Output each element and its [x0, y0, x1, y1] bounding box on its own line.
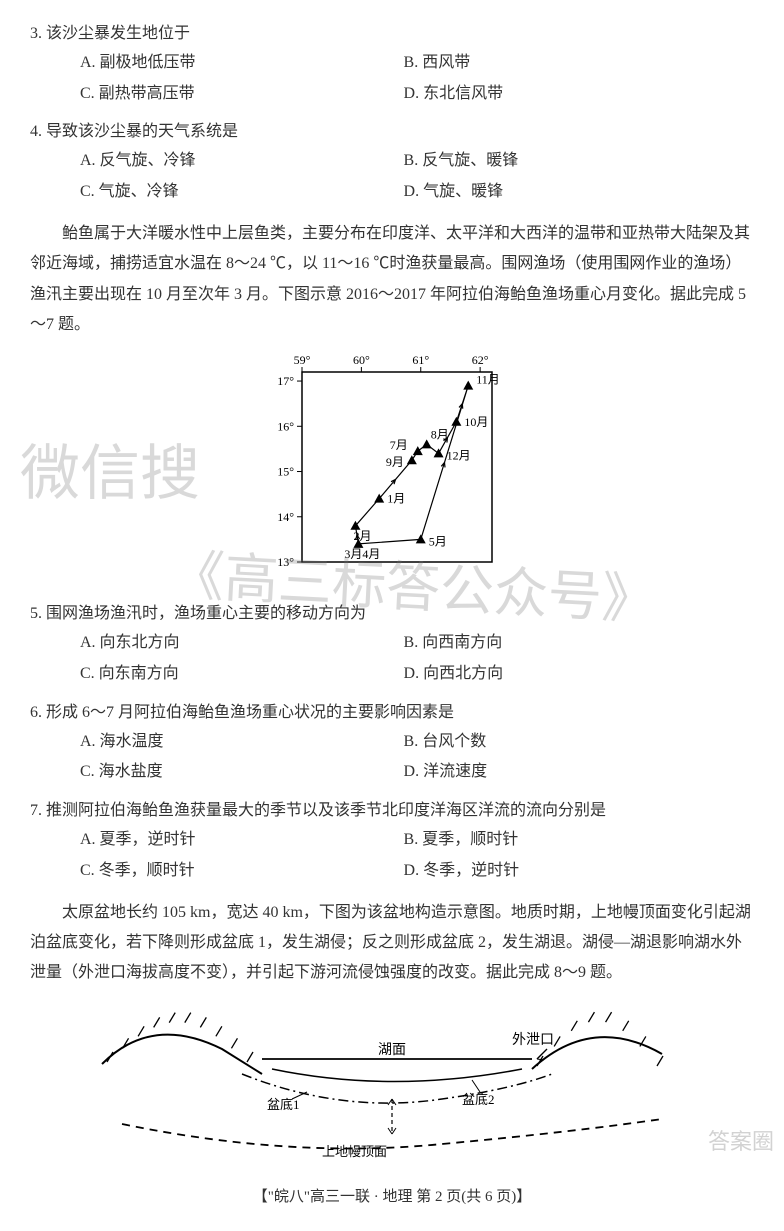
q7-opt-c: C. 冬季，顺时针: [80, 857, 404, 886]
q7-opt-a: A. 夏季，逆时针: [80, 826, 404, 855]
question-4: 4. 导致该沙尘暴的天气系统是 A. 反气旋、冷锋 B. 反气旋、暖锋 C. 气…: [30, 118, 754, 208]
diagram-basin: 湖面 外泄口盆底1 盆底2 上地幔顶面: [30, 1004, 754, 1164]
basin-svg: 湖面 外泄口盆底1 盆底2 上地幔顶面: [92, 1004, 692, 1164]
svg-text:湖面: 湖面: [378, 1042, 406, 1058]
svg-text:60°: 60°: [353, 353, 370, 367]
question-6: 6. 形成 6～7 月阿拉伯海鲐鱼渔场重心状况的主要影响因素是 A. 海水温度 …: [30, 699, 754, 789]
svg-text:17°: 17°: [277, 374, 294, 388]
q5-stem: 5. 围网渔场渔汛时，渔场重心主要的移动方向为: [30, 600, 754, 629]
question-5: 5. 围网渔场渔汛时，渔场重心主要的移动方向为 A. 向东北方向 B. 向西南方…: [30, 600, 754, 690]
svg-text:61°: 61°: [412, 353, 429, 367]
svg-text:盆底1: 盆底1: [267, 1097, 300, 1112]
question-3: 3. 该沙尘暴发生地位于 A. 副极地低压带 B. 西风带 C. 副热带高压带 …: [30, 20, 754, 110]
q3-opt-c: C. 副热带高压带: [80, 80, 404, 109]
q4-opt-a: A. 反气旋、冷锋: [80, 147, 404, 176]
q5-opt-a: A. 向东北方向: [80, 629, 404, 658]
svg-text:上地幔顶面: 上地幔顶面: [322, 1144, 387, 1159]
svg-text:15°: 15°: [277, 465, 294, 479]
q6-stem: 6. 形成 6～7 月阿拉伯海鲐鱼渔场重心状况的主要影响因素是: [30, 699, 754, 728]
svg-text:7月: 7月: [390, 439, 408, 453]
svg-text:13°: 13°: [277, 555, 294, 569]
q5-options: A. 向东北方向 B. 向西南方向 C. 向东南方向 D. 向西北方向: [30, 629, 754, 691]
q4-opt-d: D. 气旋、暖锋: [404, 178, 728, 207]
svg-text:62°: 62°: [472, 353, 489, 367]
q7-opt-b: B. 夏季，顺时针: [404, 826, 728, 855]
svg-text:盆底2: 盆底2: [462, 1092, 495, 1107]
svg-text:1月: 1月: [387, 492, 405, 506]
svg-text:12月: 12月: [447, 449, 471, 463]
q3-opt-d: D. 东北信风带: [404, 80, 728, 109]
q6-opt-b: B. 台风个数: [404, 728, 728, 757]
svg-text:5月: 5月: [429, 535, 447, 549]
svg-text:16°: 16°: [277, 420, 294, 434]
q5-opt-d: D. 向西北方向: [404, 660, 728, 689]
chart-svg: 59°60°61°62°13°14°15°16°17°11月10月8月12月9月…: [262, 352, 522, 582]
q7-stem: 7. 推测阿拉伯海鲐鱼渔获量最大的季节以及该季节北印度洋海区洋流的流向分别是: [30, 797, 754, 826]
q4-stem: 4. 导致该沙尘暴的天气系统是: [30, 118, 754, 147]
svg-text:外泄口: 外泄口: [512, 1032, 554, 1048]
svg-text:59°: 59°: [294, 353, 311, 367]
q4-options: A. 反气旋、冷锋 B. 反气旋、暖锋 C. 气旋、冷锋 D. 气旋、暖锋: [30, 147, 754, 209]
q6-opt-a: A. 海水温度: [80, 728, 404, 757]
q3-stem: 3. 该沙尘暴发生地位于: [30, 20, 754, 49]
svg-text:11月: 11月: [476, 373, 500, 387]
passage-basin: 太原盆地长约 105 km，宽达 40 km，下图为该盆地构造示意图。地质时期，…: [30, 898, 754, 989]
q6-opt-d: D. 洋流速度: [404, 758, 728, 787]
q7-options: A. 夏季，逆时针 B. 夏季，顺时针 C. 冬季，顺时针 D. 冬季，逆时针: [30, 826, 754, 888]
q5-opt-c: C. 向东南方向: [80, 660, 404, 689]
passage-fish: 鲐鱼属于大洋暖水性中上层鱼类，主要分布在印度洋、太平洋和大西洋的温带和亚热带大陆…: [30, 219, 754, 341]
q6-opt-c: C. 海水盐度: [80, 758, 404, 787]
q3-options: A. 副极地低压带 B. 西风带 C. 副热带高压带 D. 东北信风带: [30, 49, 754, 111]
q3-opt-a: A. 副极地低压带: [80, 49, 404, 78]
q7-opt-d: D. 冬季，逆时针: [404, 857, 728, 886]
q4-opt-b: B. 反气旋、暖锋: [404, 147, 728, 176]
svg-text:9月: 9月: [386, 456, 404, 470]
question-7: 7. 推测阿拉伯海鲐鱼渔获量最大的季节以及该季节北印度洋海区洋流的流向分别是 A…: [30, 797, 754, 887]
chart-fishery-centroid: 59°60°61°62°13°14°15°16°17°11月10月8月12月9月…: [30, 352, 754, 582]
svg-text:14°: 14°: [277, 510, 294, 524]
q6-options: A. 海水温度 B. 台风个数 C. 海水盐度 D. 洋流速度: [30, 728, 754, 790]
svg-text:10月: 10月: [464, 415, 488, 429]
svg-text:3月4月: 3月4月: [344, 547, 380, 561]
page-footer: 【"皖八"高三一联 · 地理 第 2 页(共 6 页)】: [30, 1184, 754, 1211]
q3-opt-b: B. 西风带: [404, 49, 728, 78]
q5-opt-b: B. 向西南方向: [404, 629, 728, 658]
q4-opt-c: C. 气旋、冷锋: [80, 178, 404, 207]
